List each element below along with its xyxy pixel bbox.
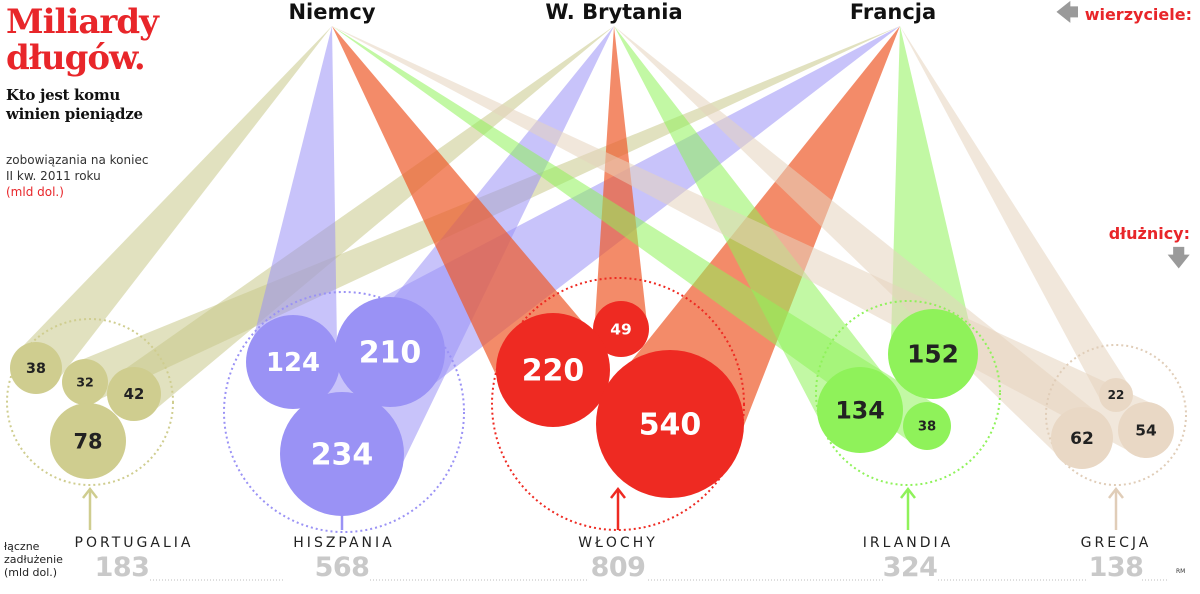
title-line-1: Miliardy [6,2,159,42]
bubble-label-2-2: 540 [639,408,702,443]
bubble-1-1 [335,297,445,407]
bubble-label-3-2: 38 [918,420,936,435]
bubble-label-2-1: 220 [522,354,585,389]
total-caption-line-2: zadłużenie [4,553,63,566]
country-label-irlandia: IRLANDIA [862,535,954,551]
arrow-head-3 [900,486,916,499]
total-caption-line-3: (mld dol.) [4,566,58,579]
debtors-label-text: dłużnicy: [1108,224,1190,243]
group-ring-2 [491,277,745,531]
bubble-label-4-0: 22 [1108,388,1125,402]
bubble-label-0-3: 78 [73,429,102,453]
bubble-label-4-2: 54 [1135,421,1156,439]
bubble-4-2 [1118,402,1174,458]
creditors-label-text: wierzyciele: [1084,4,1192,24]
arrow-down-icon: 🡇 [1167,246,1190,271]
bubble-1-0 [246,315,340,409]
note-line-2: II kw. 2011 roku [6,169,101,183]
bubble-label-1-1: 210 [359,336,422,371]
group-ring-3 [815,300,1001,486]
bubble-label-0-0: 38 [26,361,46,377]
country-label-grecja: GRECJA [1080,535,1152,551]
group-rings [6,277,1187,533]
bubble-2-2 [596,350,744,498]
credit-mark: RM [1176,568,1186,575]
subtitle: Kto jest komu winien pieniądze [6,86,143,124]
bubble-3-2 [903,402,951,450]
bubble-3-1 [817,367,903,453]
arrow-head-4 [1108,486,1124,499]
bubble-label-0-1: 32 [76,374,94,389]
country-label-wlochy: WŁOCHY [578,535,658,551]
country-label-hiszpania: HISZPANIA [293,535,395,551]
subtitle-line-2: winien pieniądze [6,105,143,123]
creditors-label: 🡄 wierzyciele: [1055,1,1192,26]
creditor-label-niemcy: Niemcy [288,0,376,24]
bubble-0-1 [62,359,108,405]
arrow-head-1 [334,486,350,499]
debt-bubbles: 38 32 42 78 124 210 234 49 220 540 152 134 38 22 62 54 [10,297,1174,516]
beam-12 [900,26,1130,404]
total-caption: łączne zadłużenie (mld dol.) [4,540,63,579]
arrow-head-0 [82,486,98,499]
bubble-0-3 [50,403,126,479]
page-title: Miliardy długów. [6,2,159,78]
country-arrows [82,486,1124,530]
bubble-2-1 [496,313,610,427]
data-note: zobowiązania na koniec II kw. 2011 roku … [6,152,148,200]
creditor-label-francja: Francja [849,0,937,24]
beam-11 [332,26,940,445]
bubble-2-0 [593,301,649,357]
beam-3 [248,26,338,368]
total-hiszpania: 568 [314,552,370,583]
bubble-label-3-0: 152 [907,340,959,369]
bubble-label-1-2: 234 [311,438,374,473]
debtors-label: dłużnicy: 🡇 [1108,224,1190,271]
bubble-1-2 [280,392,404,516]
total-irlandia: 324 [882,552,938,583]
group-ring-1 [223,291,465,533]
beam-0 [17,26,333,385]
flow-beams [17,26,1158,486]
bubble-label-3-1: 134 [835,396,884,424]
bubble-label-0-2: 42 [124,385,145,403]
note-unit: (mld dol.) [6,185,64,199]
group-ring-0 [6,318,174,486]
beam-7 [332,26,599,400]
note-line-1: zobowiązania na koniec [6,153,149,167]
bubble-0-2 [107,367,161,421]
arrow-head-2 [610,486,626,499]
title-line-2: długów. [6,38,146,78]
bubble-0-0 [10,342,62,394]
bubble-4-0 [1099,378,1133,412]
country-label-portugalia: PORTUGALIA [74,535,194,551]
subtitle-line-1: Kto jest komu [6,86,121,104]
total-portugalia: 183 [94,552,150,583]
bubble-label-4-1: 62 [1070,429,1094,449]
bubble-label-1-0: 124 [266,348,320,378]
creditor-label-wbrytania: W. Brytania [545,0,683,24]
bubble-3-0 [888,309,978,399]
arrow-left-icon: 🡄 [1055,1,1079,26]
total-grecja: 138 [1088,552,1144,583]
bubble-4-1 [1051,407,1113,469]
total-wlochy: 809 [590,552,646,583]
total-caption-line-1: łączne [4,540,40,553]
group-ring-4 [1045,344,1187,486]
bubble-label-2-0: 49 [610,320,631,338]
